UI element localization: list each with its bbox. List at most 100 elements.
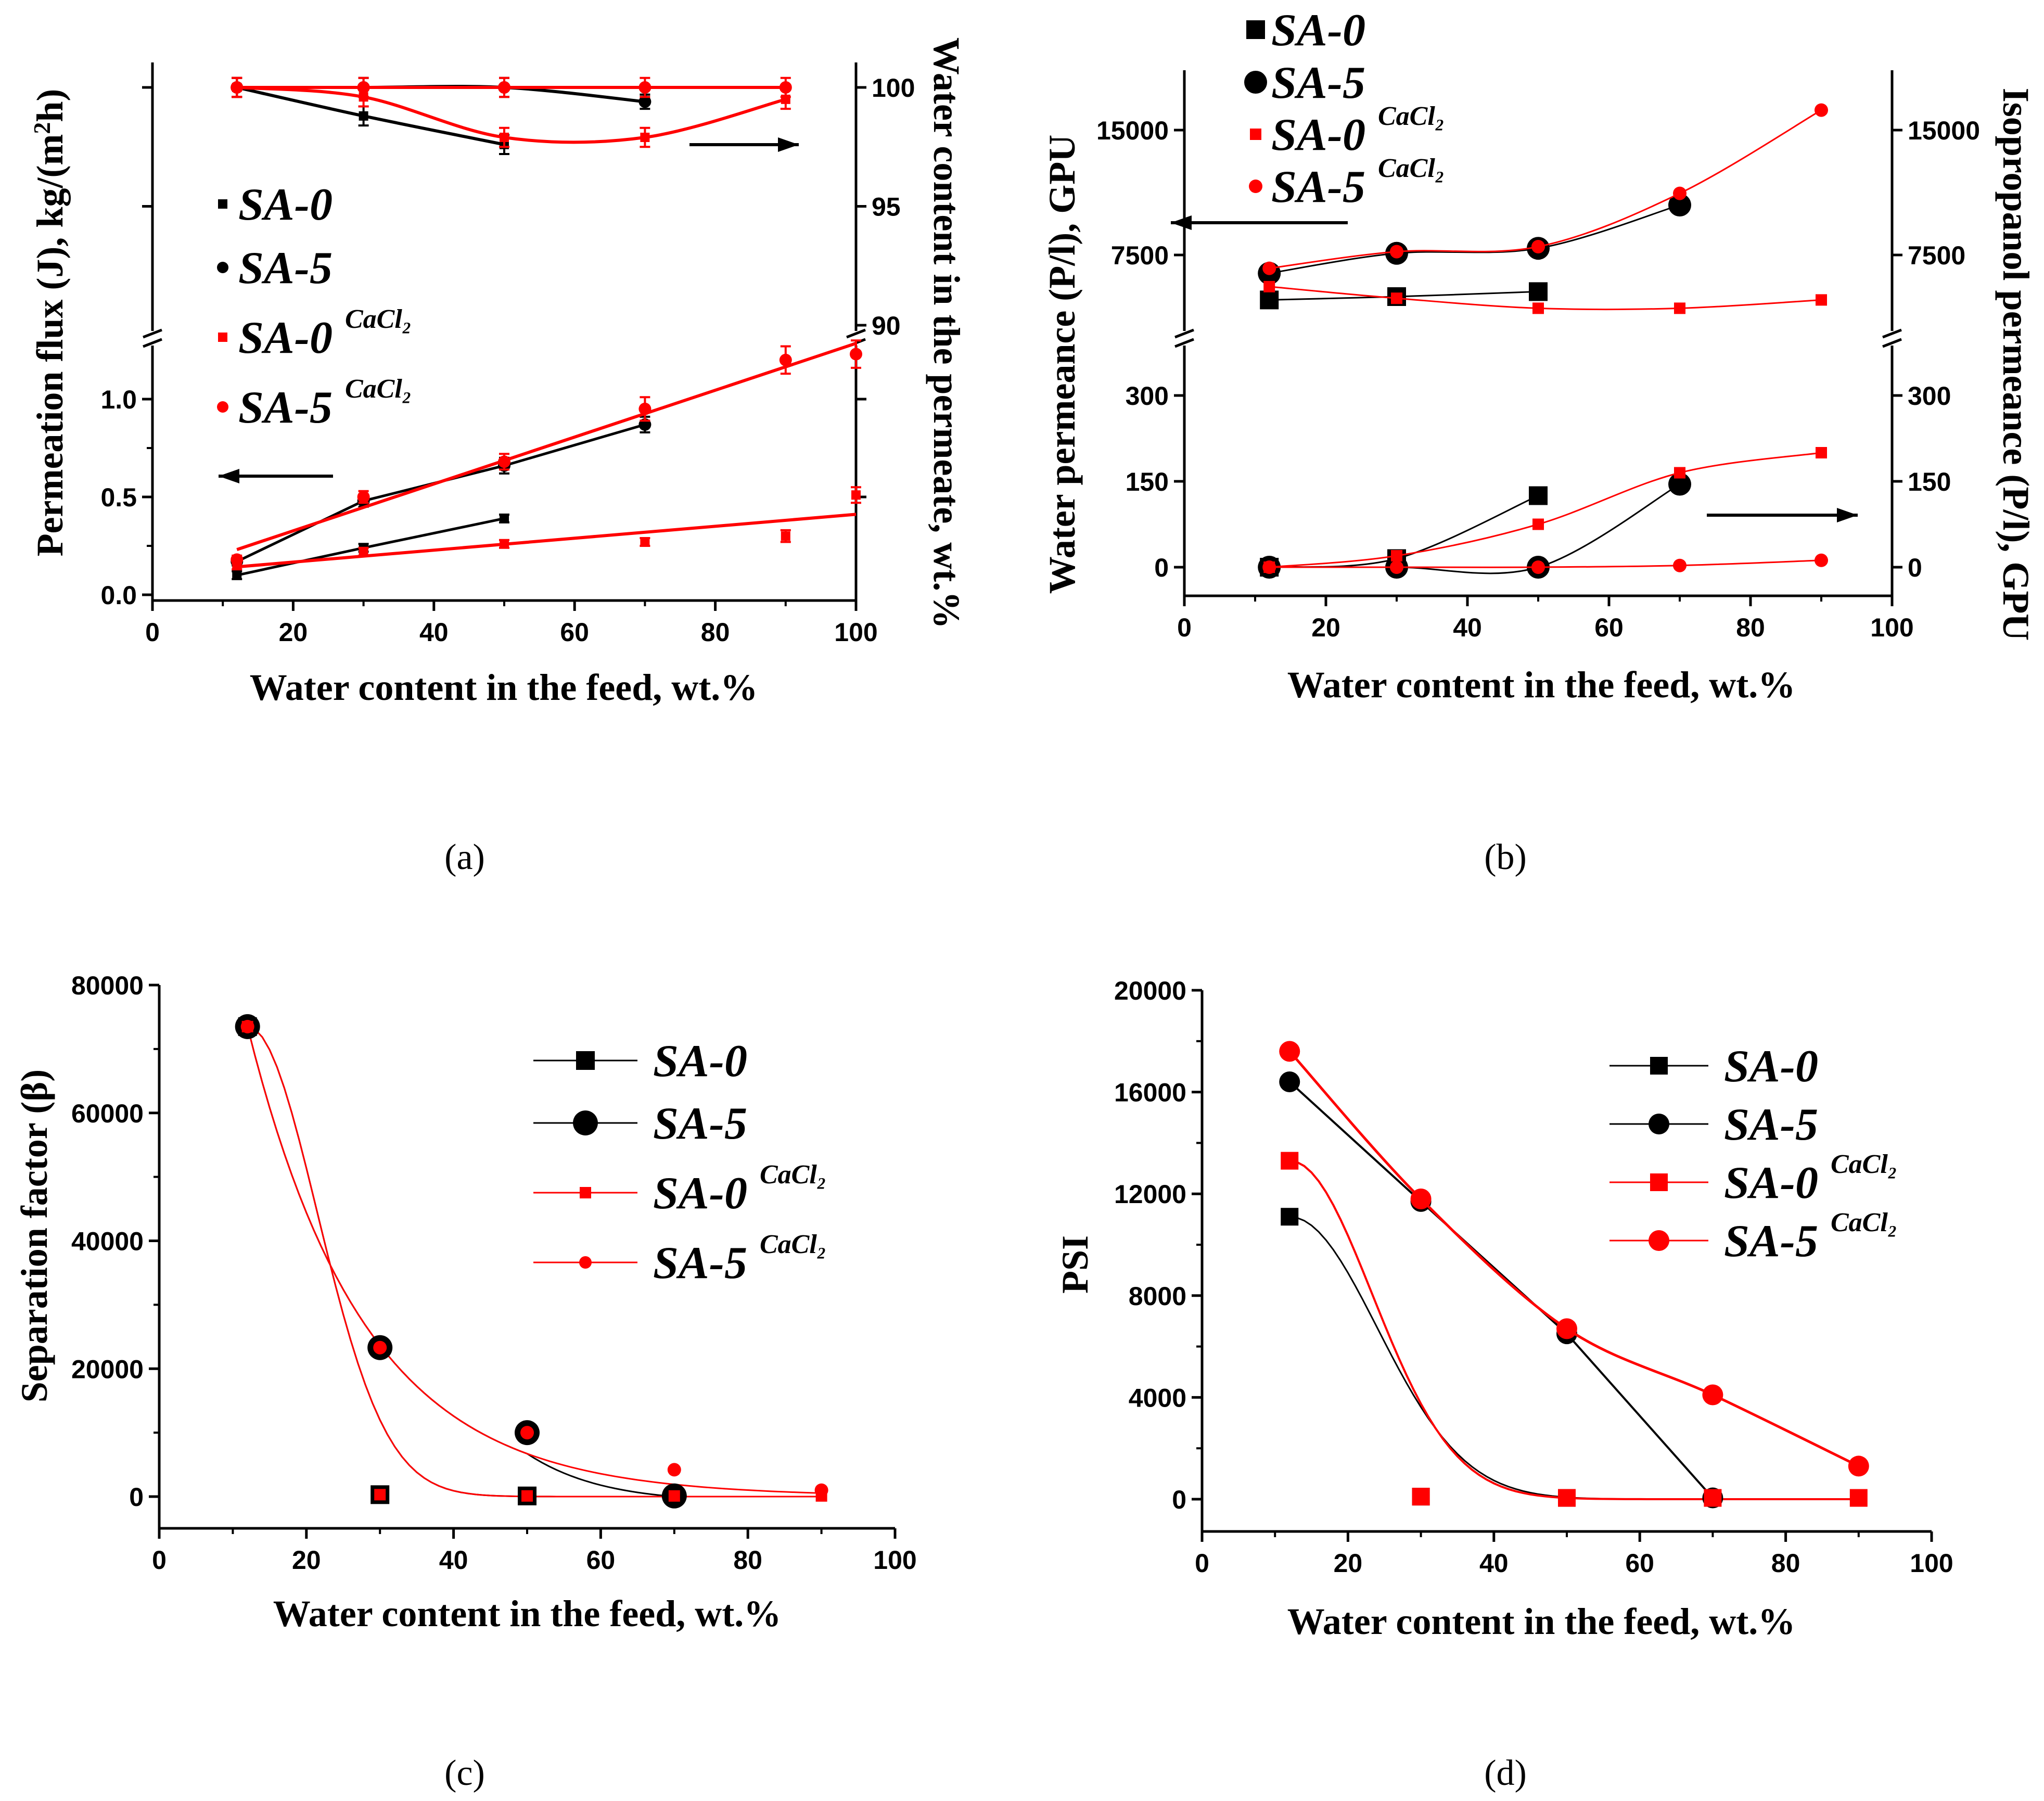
x-tick-label: 100 [1870,613,1913,642]
legend-marker-circle [1649,1114,1669,1134]
x-tick-label: 60 [560,618,589,647]
data-point [667,1463,681,1477]
data-point [498,455,510,468]
y-tick-label: 0 [129,1483,144,1512]
arrow-head [219,469,239,483]
legend-superscript: CaCl₂ [1831,1208,1897,1237]
data-point [1262,261,1276,275]
series-line [1288,1081,1714,1499]
legend-entry: SA-0 [1246,5,1365,56]
legend-label: SA-5 [238,382,333,433]
legend-superscript: CaCl₂ [1378,154,1445,183]
y-axis-label-superscript: 2 [29,122,55,134]
x-tick-label: 20 [1311,613,1340,642]
legend-entry: SA-0 [1609,1041,1818,1092]
legend-superscript: CaCl₂ [1378,101,1445,131]
legend-marker-square [218,333,227,342]
y-tick-label: 16000 [1114,1078,1186,1107]
panel-label: (b) [1484,837,1527,877]
y-axis-label: Water permeance (P/l), GPU [1041,135,1083,594]
legend-entry: SA-0 CaCl₂ [533,1160,826,1219]
data-point [500,514,509,523]
left-arrow-indicator [219,469,333,483]
data-point [638,402,651,415]
panel-label: (d) [1484,1753,1527,1793]
legend-entry: SA-0 [218,180,333,230]
data-point [1673,186,1687,200]
data-point [373,1340,387,1355]
legend-entry: SA-0 [533,1036,747,1087]
data-point [1281,1208,1299,1226]
series-fit-line [236,341,857,551]
legend-label: SA-5 [1271,58,1365,108]
legend-marker-square [580,1187,591,1198]
x-tick-label: 0 [1195,1549,1209,1578]
series-trend-line [1269,204,1680,274]
data-point [1281,1152,1299,1170]
y-tick-label: 0.5 [100,483,137,512]
legend-label: SA-0 [1271,110,1365,160]
y-tick-label: 0 [1172,1485,1186,1514]
legend-marker-square [1650,1173,1668,1191]
x-tick-label: 100 [1910,1549,1953,1578]
data-point [1816,294,1827,306]
data-point [638,95,651,108]
x-tick-label: 80 [733,1545,762,1575]
data-point [638,81,651,94]
legend-entry: SA-5 [1244,58,1365,108]
y2-tick-label: 100 [872,73,915,103]
data-point [1532,518,1544,530]
data-point [814,1483,828,1497]
data-point [1674,467,1685,479]
data-point [1556,1318,1577,1339]
data-point [359,547,368,557]
legend-marker-circle [1249,180,1262,193]
y-axis-label: Separation factor (β) [14,1069,55,1402]
legend-label: SA-0 [653,1036,747,1087]
data-point [500,132,509,142]
arrow-head [1837,508,1858,522]
data-point [231,81,244,94]
x-tick-label: 40 [419,618,449,647]
y-tick-label: 20000 [1114,976,1186,1005]
legend-entry: SA-5 [1609,1100,1818,1150]
legend-marker-circle [217,262,228,273]
axis-break-slash [1882,328,1902,339]
arrow-head [1171,215,1192,230]
axis-break-slash [1174,338,1194,348]
x-tick-label: 20 [1334,1549,1363,1578]
data-point [357,491,370,503]
y-tick-label: 20000 [71,1355,144,1384]
panel-c: 0 20 40 60 80 100020000400006000080000SA-0SA-… [14,971,917,1793]
data-point [1390,245,1403,259]
data-point [374,1489,386,1501]
x-tick-label: 40 [439,1545,468,1575]
data-point [640,537,650,547]
left-arrow-indicator [1171,215,1348,230]
data-point [1702,1384,1723,1406]
x-tick-label: 0 [145,618,160,647]
y-tick-label: 40000 [71,1227,144,1256]
x-tick-label: 0 [1177,613,1192,642]
legend-label: SA-5 [653,1238,747,1288]
axis-break-slash [143,328,162,339]
y2-axis-label: Water content in the permeate, wt.% [926,37,967,629]
data-point [850,348,862,361]
y-axis-label-tail: h) [29,89,71,122]
legend-entry: SA-5 CaCl₂ [217,374,412,433]
data-point [1704,1489,1722,1507]
data-point [1410,1188,1432,1209]
legend-entry: SA-0 CaCl₂ [1250,101,1445,160]
x-tick-label: 40 [1479,1549,1509,1578]
data-point [1532,302,1544,314]
data-point [1816,447,1827,458]
y2-tick-label: 95 [872,193,901,222]
legend-entry: SA-0 CaCl₂ [1609,1149,1897,1208]
legend-label: SA-5 [1271,162,1365,212]
y-tick-label: 0.0 [100,581,137,610]
legend-entry: SA-5 CaCl₂ [533,1230,826,1288]
y-tick-label: 7500 [1111,241,1169,270]
x-tick-label: 100 [873,1545,916,1575]
data-point [779,353,792,366]
